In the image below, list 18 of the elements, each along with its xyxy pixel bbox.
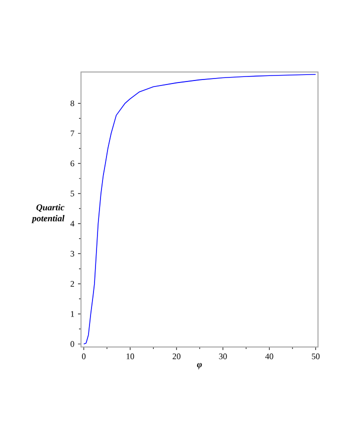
x-tick-label: 20 [172,354,180,360]
x-tick-label: 0 [82,354,86,360]
x-axis-title: φ [197,363,202,370]
line-series [83,74,316,344]
y-tick-label: 2 [70,281,74,287]
y-tick-label: 5 [70,190,74,196]
y-tick-label: 0 [70,341,74,347]
x-tick-label: 10 [126,354,134,360]
x-tick-label: 30 [219,354,227,360]
y-tick-label: 6 [70,160,74,166]
y-axis-title: Quartic potential [31,204,64,224]
y-tick-label: 1 [70,311,74,317]
y-tick-label: 8 [70,100,74,106]
y-tick-label: 4 [70,220,74,226]
y-tick-label: 3 [70,250,74,257]
x-tick-label: 50 [312,354,320,360]
y-tick-label: 7 [70,130,74,136]
x-tick-label: 40 [265,354,274,360]
